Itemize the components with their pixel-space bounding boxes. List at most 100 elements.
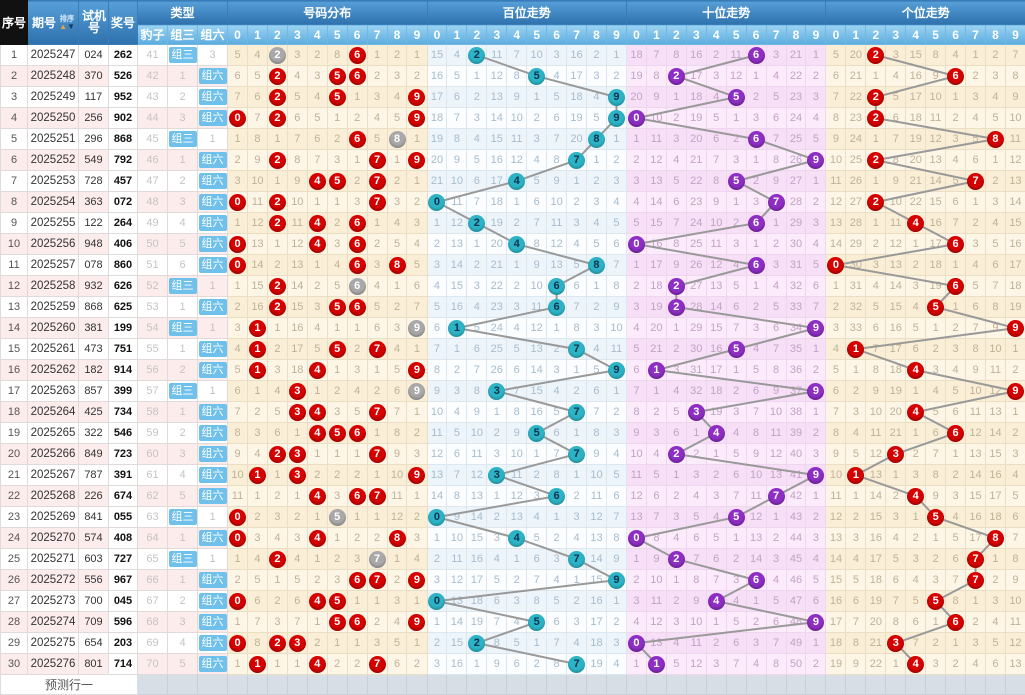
dist-cell: 5 [228, 360, 248, 381]
units-cell: 11 [886, 213, 906, 234]
sort-control[interactable]: 排序 ▲▼ [59, 15, 75, 31]
repeat-digit-circle: 9 [408, 320, 425, 337]
group3-cell: 1 [168, 66, 198, 87]
units-cell: 1 [826, 276, 846, 297]
tens-cell: 2 [666, 486, 686, 507]
group3-cell: 6 [168, 255, 198, 276]
tens-cell: 5 [666, 171, 686, 192]
dist-cell: 1 [347, 444, 367, 465]
units-cell: 21 [846, 66, 866, 87]
group6-cell: 1 [198, 129, 228, 150]
hundreds-cell: 8 [587, 255, 607, 276]
prize-digit-circle: 3 [289, 404, 306, 421]
tens-cell: 45 [786, 549, 806, 570]
units-cell: 1 [926, 318, 946, 339]
hundreds-cell: 8 [507, 66, 527, 87]
units-cell: 18 [985, 507, 1005, 528]
units-cell: 2 [826, 297, 846, 318]
units-cell: 3 [906, 276, 926, 297]
tens-cell: 0 [627, 633, 647, 654]
hundreds-cell: 6 [547, 108, 567, 129]
units-cell: 5 [985, 633, 1005, 654]
units-cell: 7 [886, 129, 906, 150]
prize-digit-circle: 4 [309, 530, 326, 547]
dist-cell: 1 [407, 591, 427, 612]
tens-cell: 5 [726, 87, 746, 108]
tens-cell: 12 [627, 486, 647, 507]
tens-cell: 21 [786, 45, 806, 66]
units-cell: 1 [866, 213, 886, 234]
test-number-cell: 868 [79, 297, 109, 318]
dist-cell: 4 [307, 318, 327, 339]
hundreds-cell: 6 [547, 486, 567, 507]
dist-cell: 3 [407, 528, 427, 549]
units-trend-circle: 2 [867, 194, 884, 211]
hundreds-cell: 13 [447, 234, 467, 255]
dist-cell: 1 [287, 423, 307, 444]
units-cell: 1 [946, 255, 966, 276]
hundreds-cell: 17 [487, 171, 507, 192]
sort-desc-icon[interactable]: ▼ [67, 22, 75, 31]
tens-cell: 3 [627, 297, 647, 318]
dist-cell: 3 [327, 570, 347, 591]
hundreds-cell: 1 [507, 255, 527, 276]
units-cell: 16 [966, 507, 986, 528]
tens-cell: 4 [726, 591, 746, 612]
group3-cell: 4 [168, 213, 198, 234]
sort-asc-icon[interactable]: ▲ [59, 22, 67, 31]
units-trend-circle: 6 [947, 236, 964, 253]
dist-cell: 12 [387, 507, 407, 528]
tens-cell: 3 [627, 591, 647, 612]
hundreds-cell: 24 [487, 318, 507, 339]
hundreds-cell: 1 [487, 402, 507, 423]
tens-cell: 8 [646, 66, 666, 87]
hundreds-cell: 18 [427, 108, 447, 129]
dist-cell: 1 [387, 549, 407, 570]
dist-cell: 14 [247, 255, 267, 276]
prize-number-cell: 625 [109, 297, 138, 318]
dist-cell: 11 [387, 486, 407, 507]
tens-cell: 5 [806, 129, 826, 150]
units-cell: 6 [966, 297, 986, 318]
dist-cell: 2 [307, 570, 327, 591]
tens-cell: 4 [666, 381, 686, 402]
tens-cell: 7 [766, 339, 786, 360]
hundreds-cell: 3 [547, 45, 567, 66]
units-cell: 3 [985, 66, 1005, 87]
tens-cell: 8 [766, 150, 786, 171]
dist-cell: 6 [247, 87, 267, 108]
hundreds-trend-circle: 8 [588, 131, 605, 148]
period-cell: 2025263 [28, 381, 79, 402]
tens-cell: 1 [646, 381, 666, 402]
hundreds-cell: 7 [567, 402, 587, 423]
dist-cell: 7 [228, 87, 248, 108]
dist-cell: 5 [287, 87, 307, 108]
dist-cell: 8 [387, 129, 407, 150]
units-cell: 4 [906, 486, 926, 507]
dist-cell: 5 [327, 66, 347, 87]
units-cell: 7 [946, 213, 966, 234]
units-cell: 9 [866, 381, 886, 402]
units-cell: 1 [985, 150, 1005, 171]
hundreds-cell: 2 [447, 360, 467, 381]
group6-cell: 组六 [198, 150, 228, 171]
prize-number-cell: 967 [109, 570, 138, 591]
dist-cell: 3 [287, 381, 307, 402]
dist-cell: 4 [407, 234, 427, 255]
hundreds-cell: 5 [606, 465, 626, 486]
prize-digit-circle: 2 [269, 299, 286, 316]
tens-cell: 2 [666, 591, 686, 612]
group3-cell: 5 [168, 234, 198, 255]
hundreds-cell: 5 [587, 234, 607, 255]
tens-cell: 5 [666, 654, 686, 675]
hundreds-cell: 7 [507, 381, 527, 402]
group3-cell: 2 [168, 423, 198, 444]
units-trend-circle: 4 [907, 215, 924, 232]
prize-digit-circle: 4 [309, 215, 326, 232]
hundreds-cell: 6 [606, 486, 626, 507]
hundreds-cell: 3 [606, 171, 626, 192]
period-cell: 2025257 [28, 255, 79, 276]
tens-trend-circle: 5 [728, 89, 745, 106]
